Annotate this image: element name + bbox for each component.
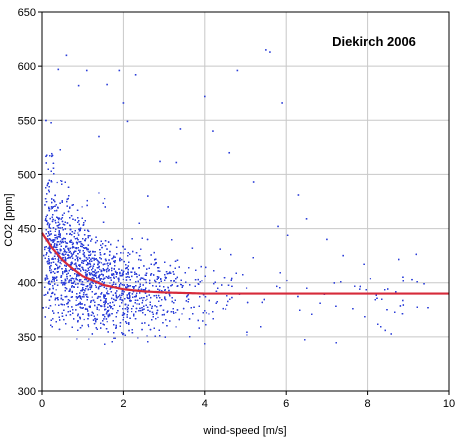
scatter-point bbox=[286, 280, 287, 281]
scatter-point bbox=[175, 326, 176, 327]
scatter-point bbox=[99, 269, 100, 270]
scatter-point bbox=[50, 208, 51, 209]
scatter-point bbox=[113, 338, 114, 339]
scatter-point bbox=[109, 282, 110, 283]
scatter-point bbox=[77, 232, 78, 233]
scatter-point bbox=[90, 253, 91, 254]
scatter-point bbox=[61, 263, 62, 264]
scatter-point bbox=[208, 313, 209, 314]
scatter-point bbox=[88, 326, 89, 327]
scatter-point bbox=[136, 303, 137, 304]
scatter-point bbox=[46, 307, 47, 308]
scatter-point bbox=[225, 309, 226, 310]
scatter-point bbox=[246, 334, 247, 335]
scatter-point bbox=[123, 317, 124, 318]
scatter-point bbox=[86, 286, 87, 287]
scatter-point bbox=[56, 249, 57, 250]
scatter-point bbox=[123, 279, 124, 280]
scatter-point bbox=[85, 294, 86, 295]
scatter-point bbox=[146, 335, 147, 336]
scatter-point bbox=[201, 280, 202, 281]
scatter-point bbox=[97, 314, 98, 315]
scatter-point bbox=[88, 251, 89, 252]
scatter-point bbox=[107, 321, 108, 322]
scatter-point bbox=[51, 269, 52, 270]
scatter-point bbox=[175, 312, 176, 313]
scatter-point bbox=[145, 300, 146, 301]
scatter-point bbox=[55, 304, 56, 305]
scatter-point bbox=[175, 282, 176, 283]
scatter-point bbox=[98, 192, 99, 193]
scatter-point bbox=[82, 206, 83, 207]
scatter-point bbox=[80, 250, 81, 251]
scatter-point bbox=[56, 289, 57, 290]
scatter-point bbox=[131, 311, 132, 312]
scatter-point bbox=[206, 312, 207, 313]
scatter-point bbox=[92, 297, 93, 298]
scatter-point bbox=[146, 299, 147, 300]
scatter-point bbox=[104, 198, 105, 199]
scatter-point bbox=[107, 290, 108, 291]
scatter-point bbox=[48, 256, 49, 257]
scatter-point bbox=[123, 252, 124, 253]
scatter-point bbox=[76, 300, 77, 301]
scatter-point bbox=[99, 309, 100, 310]
scatter-point bbox=[101, 262, 102, 263]
scatter-point bbox=[90, 281, 91, 282]
scatter-point bbox=[181, 313, 182, 314]
scatter-point bbox=[370, 278, 371, 279]
scatter-point bbox=[157, 317, 158, 318]
scatter-point bbox=[57, 182, 58, 183]
scatter-point bbox=[246, 287, 247, 288]
scatter-point bbox=[84, 319, 85, 320]
scatter-point bbox=[76, 338, 77, 339]
scatter-point bbox=[88, 338, 89, 339]
scatter-point bbox=[95, 285, 96, 286]
scatter-point bbox=[137, 337, 138, 338]
scatter-point bbox=[55, 231, 56, 232]
